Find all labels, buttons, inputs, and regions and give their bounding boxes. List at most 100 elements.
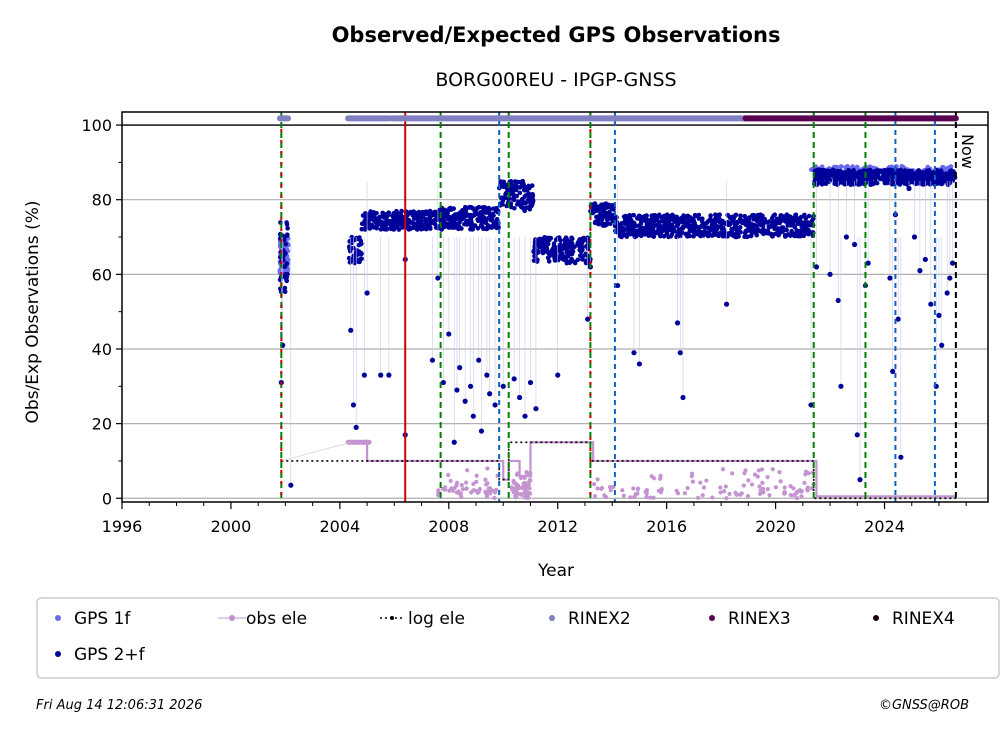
gps-2f-point — [490, 224, 496, 230]
obs-ele-point — [595, 477, 600, 482]
gps-2f-point — [729, 227, 735, 233]
y-tick-label: 60 — [92, 265, 112, 284]
gps-2f-point — [795, 218, 800, 224]
gps-2f-point — [878, 176, 884, 181]
gps-2f-point — [636, 232, 642, 237]
gps-2f-point — [368, 209, 373, 214]
gps-2f-point — [483, 220, 489, 226]
gps-2f-point — [710, 220, 715, 225]
gps-2f-point — [930, 170, 935, 176]
gps-2f-outlier — [944, 290, 950, 296]
gps-2f-point — [802, 212, 807, 218]
gps-2f-point — [812, 168, 818, 173]
gps-2f-point — [763, 220, 768, 225]
obs-ele-point — [689, 471, 695, 476]
footer-timestamp: Fri Aug 14 12:06:31 2026 — [36, 698, 202, 713]
obs-ele-point — [356, 439, 361, 445]
gps-2f-point — [800, 222, 805, 227]
gps-2f-point — [785, 221, 791, 227]
legend-label-rinex2: RINEX2 — [568, 609, 631, 629]
obs-ele-point — [718, 485, 723, 490]
obs-ele-point — [484, 482, 489, 487]
gps-2f-point — [363, 224, 369, 230]
obs-ele-point — [765, 475, 770, 480]
obs-ele-point — [483, 477, 488, 482]
gps-2f-outlier — [476, 357, 482, 363]
gps-2f-point — [385, 212, 390, 218]
gps-2f-point — [733, 220, 738, 226]
gps-2f-point — [816, 178, 822, 184]
gps-2f-point — [384, 220, 389, 226]
gps-2f-outlier — [429, 357, 436, 363]
obs-ele-point — [806, 471, 811, 476]
gps-2f-point — [929, 174, 935, 180]
gps-2f-outlier — [364, 290, 370, 296]
gps-2f-point — [751, 229, 756, 234]
obs-ele-point — [515, 471, 520, 476]
obs-ele-point — [635, 486, 641, 491]
gps-2f-point — [398, 221, 403, 226]
gps-2f-point — [384, 227, 389, 232]
gps-2f-point — [553, 237, 559, 243]
gps-2f-point — [845, 180, 851, 186]
gps-2f-point — [569, 247, 575, 252]
x-tick-label: 2000 — [211, 517, 252, 536]
gps-2f-point — [512, 205, 517, 211]
gps-2f-point — [860, 171, 866, 177]
obs-ele-point — [739, 491, 744, 496]
gps-2f-point — [552, 258, 558, 263]
gps-2f-point — [652, 214, 657, 220]
gps-2f-point — [514, 193, 519, 199]
obs-ele-point — [759, 467, 765, 472]
obs-ele-point — [675, 491, 681, 496]
gps-2f-outlier — [555, 372, 561, 378]
gps-2f-point — [729, 214, 734, 220]
obs-ele-point — [767, 493, 772, 498]
gps-2f-point — [530, 191, 535, 197]
gps-2f-point — [766, 224, 772, 229]
gps-2f-outlier — [843, 234, 849, 240]
gps-2f-point — [648, 229, 654, 235]
gps-2f-point — [898, 169, 903, 174]
gps-2f-point — [594, 206, 599, 212]
gps-2f-point — [583, 260, 589, 266]
gps-2f-outlier — [890, 368, 896, 374]
gps-2f-point — [850, 178, 856, 184]
legend-marker-rinex2 — [549, 615, 555, 621]
gps-2f-point — [652, 230, 658, 236]
legend-label-rinex4: RINEX4 — [892, 609, 955, 629]
gps-2f-point — [712, 223, 718, 229]
gps-1f-point — [850, 164, 856, 170]
gps-2f-point — [638, 214, 643, 219]
obs-ele-point — [524, 470, 529, 475]
gps-2f-point — [521, 187, 527, 193]
gps-2f-point — [526, 183, 531, 189]
gps-2f-point — [606, 202, 612, 208]
gps-2f-point — [742, 213, 747, 219]
gps-2f-point — [568, 251, 574, 256]
obs-ele-point — [773, 485, 778, 490]
gps-2f-point — [806, 213, 812, 219]
gps-2f-outlier — [478, 428, 485, 434]
gps-2f-point — [939, 181, 944, 187]
gps-2f-point — [579, 244, 585, 249]
legend-marker-rinex3 — [709, 615, 715, 621]
gps-2f-point — [654, 222, 659, 228]
gps-2f-point — [748, 233, 754, 239]
obs-ele-point — [628, 495, 633, 500]
gps-2f-point — [709, 225, 714, 230]
gps-2f-point — [847, 172, 853, 178]
gps-2f-point — [875, 172, 880, 177]
gps-2f-outlier — [361, 372, 367, 378]
gps-2f-outlier — [887, 275, 893, 281]
x-tick-label: 2004 — [320, 517, 361, 536]
gps-2f-point — [937, 170, 942, 175]
gps-2f-point — [517, 190, 523, 196]
gps-2f-point — [775, 226, 781, 231]
obs-ele-point — [743, 468, 748, 473]
gps-2f-outlier — [462, 398, 468, 404]
gps-2f-point — [659, 218, 665, 224]
gps-2f-point — [597, 208, 603, 214]
gps-2f-point — [714, 232, 719, 237]
chart-title: Observed/Expected GPS Observations — [332, 23, 781, 47]
